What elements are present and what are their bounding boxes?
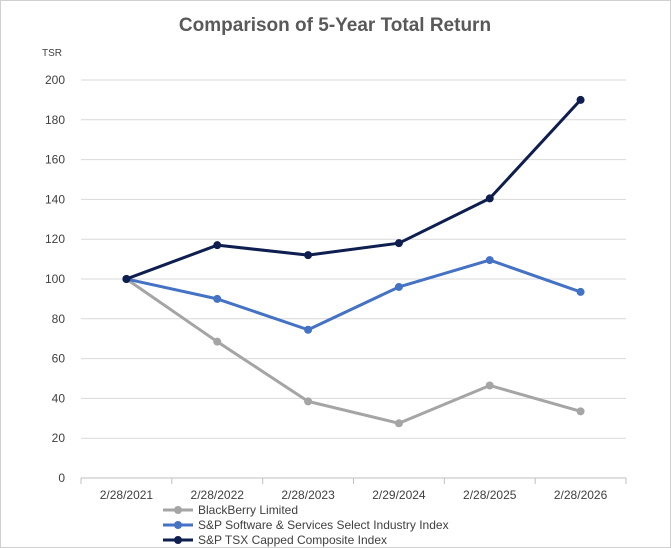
x-tick-label: 2/28/2021 [100,488,154,502]
x-tick-label: 2/28/2023 [281,488,335,502]
legend-item: S&P Software & Services Select Industry … [163,518,449,532]
y-tick-label: 160 [45,153,65,167]
data-point [213,241,222,250]
x-tick-label: 2/29/2024 [372,488,426,502]
y-tick-label: 60 [52,352,66,366]
data-point [122,275,131,283]
data-point [213,337,222,346]
y-tick-label: 80 [52,312,66,326]
series-3 [122,95,585,283]
chart-title: Comparison of 5-Year Total Return [179,15,491,36]
legend-label: S&P TSX Capped Composite Index [198,533,387,547]
y-tick-label: 140 [45,192,65,206]
data-point [394,419,403,428]
y-axis-ticks: 0 20 40 60 80 100 120 140 160 180 200 [45,73,65,485]
y-tick-label: 100 [45,272,65,286]
y-tick-label: 40 [52,391,66,405]
data-point [576,95,585,104]
y-tick-label: 0 [58,471,65,485]
legend-item: BlackBerry Limited [163,503,298,517]
x-tick-label: 2/28/2022 [191,488,245,502]
y-tick-label: 200 [45,73,65,87]
data-point [304,251,313,260]
series-1 [122,275,585,428]
legend-swatch-marker [174,506,182,514]
x-tick-label: 2/28/2025 [463,488,517,502]
data-point [304,397,313,406]
data-point [394,239,403,248]
y-tick-label: 20 [52,431,66,445]
data-point [394,282,403,291]
data-point [576,407,585,416]
x-tick-label: 2/28/2026 [554,488,608,502]
data-point [576,287,585,296]
data-point [485,381,494,390]
data-point [304,325,313,334]
series-line [124,98,583,281]
data-point [485,194,494,203]
legend-swatch-marker [174,536,182,544]
series-line [124,258,583,332]
legend-item: S&P TSX Capped Composite Index [163,533,387,547]
series-group [122,95,585,428]
x-axis: 2/28/2021 2/28/2022 2/28/2023 2/29/2024 2/28… [80,478,627,502]
data-point [485,256,494,265]
legend-label: BlackBerry Limited [198,503,298,517]
legend-label: S&P Software & Services Select Industry … [198,518,449,532]
y-tick-label: 180 [45,113,65,127]
data-point [213,294,222,303]
y-axis-label: TSR [42,48,62,59]
y-tick-label: 120 [45,232,65,246]
legend-swatch-marker [174,521,182,529]
series-2 [122,256,585,334]
series-line [124,277,583,425]
